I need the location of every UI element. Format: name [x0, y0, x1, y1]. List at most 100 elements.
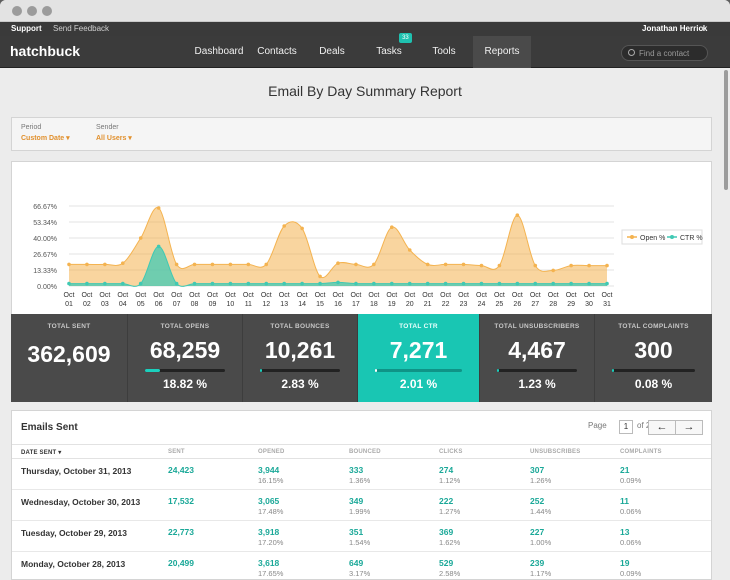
stat-total-opens[interactable]: TOTAL OPENS 68,259 18.82 % — [128, 314, 243, 402]
clicks-percent: 2.58% — [439, 569, 461, 578]
search-input[interactable]: Find a contact — [639, 49, 690, 58]
col-date-sent[interactable]: DATE SENT ▾ — [21, 450, 62, 456]
x-tick-month: Oct — [189, 292, 200, 299]
nav-tools[interactable]: Tools — [432, 46, 456, 57]
col-sent[interactable]: SENT — [168, 449, 185, 455]
x-tick-month: Oct — [171, 292, 182, 299]
sender-label: Sender — [96, 124, 119, 131]
complaints-value: 13 — [620, 527, 630, 537]
page-label: Page — [588, 421, 607, 430]
send-feedback-link[interactable]: Send Feedback — [53, 24, 110, 33]
next-page-button[interactable]: → — [675, 420, 703, 435]
table-row[interactable]: Tuesday, October 29, 2013 22,773 3,918 17… — [12, 521, 711, 552]
y-tick-label: 40.00% — [33, 236, 57, 243]
filter-bar: Period Custom Date ▾ Sender All Users ▾ — [11, 117, 712, 151]
x-tick-month: Oct — [476, 292, 487, 299]
x-tick-day: 11 — [245, 301, 252, 308]
x-tick-month: Oct — [440, 292, 451, 299]
table-row[interactable]: Thursday, October 31, 2013 24,423 3,944 1… — [12, 459, 711, 490]
user-menu[interactable]: Jonathan Herrick — [642, 24, 708, 33]
user-caret-icon[interactable]: ▾ — [701, 24, 706, 33]
clicks-percent: 1.27% — [439, 507, 461, 516]
clicks-cell: 369 1.62% — [439, 527, 460, 547]
data-point — [443, 281, 448, 286]
data-point — [533, 281, 538, 286]
data-point — [425, 262, 430, 267]
close-window-button[interactable] — [12, 6, 22, 16]
x-tick-month: Oct — [530, 292, 541, 299]
col-complaints[interactable]: COMPLAINTS — [620, 449, 662, 455]
stat-progress-bar — [145, 369, 225, 372]
stat-total-ctr[interactable]: TOTAL CTR 7,271 2.01 % — [358, 314, 480, 402]
period-dropdown[interactable]: Custom Date ▾ — [21, 135, 70, 142]
nav-dashboard[interactable]: Dashboard — [194, 46, 244, 57]
sent-cell: 24,423 — [168, 465, 194, 475]
sender-dropdown[interactable]: All Users ▾ — [96, 135, 132, 142]
clicks-value: 369 — [439, 527, 454, 537]
period-filter[interactable]: Period Custom Date ▾ — [21, 124, 70, 142]
stat-total-complaints[interactable]: TOTAL COMPLAINTS 300 0.08 % — [595, 314, 712, 402]
stat-progress-bar — [375, 369, 462, 372]
stat-progress-fill — [612, 369, 614, 372]
stat-value: 7,271 — [389, 337, 448, 363]
data-point — [605, 263, 609, 268]
y-tick-label: 0.00% — [37, 284, 57, 291]
col-clicks[interactable]: CLICKS — [439, 449, 463, 455]
sent-cell: 22,773 — [168, 527, 194, 537]
tasks-count-badge: 33 — [399, 33, 412, 43]
emails-sent-title: Emails Sent — [21, 422, 78, 433]
data-point — [497, 281, 502, 286]
legend-marker — [670, 235, 674, 239]
stat-progress-bar — [497, 369, 577, 372]
page-scrollbar[interactable] — [724, 70, 728, 190]
x-tick-month: Oct — [512, 292, 523, 299]
stat-progress-bar — [260, 369, 340, 372]
x-tick-day: 23 — [460, 301, 468, 308]
x-tick-day: 16 — [334, 301, 342, 308]
nav-reports[interactable]: Reports — [473, 36, 531, 68]
support-link[interactable]: Support — [11, 24, 42, 33]
zoom-window-button[interactable] — [42, 6, 52, 16]
minimize-window-button[interactable] — [27, 6, 37, 16]
opened-cell: 3,065 17.48% — [258, 496, 283, 516]
sender-filter[interactable]: Sender All Users ▾ — [96, 124, 132, 142]
bounced-percent: 1.36% — [349, 476, 371, 485]
page-number-input[interactable]: 1 — [619, 420, 633, 434]
clicks-value: 274 — [439, 465, 454, 475]
data-point — [138, 236, 143, 240]
prev-page-button[interactable]: ← — [648, 420, 676, 435]
nav-contacts[interactable]: Contacts — [257, 46, 297, 57]
col-unsubscribes[interactable]: UNSUBSCRIBES — [530, 449, 581, 455]
stat-label: TOTAL UNSUBSCRIBERS — [494, 323, 580, 330]
complaints-percent: 0.09% — [620, 476, 642, 485]
opened-percent: 17.20% — [258, 538, 284, 547]
y-tick-label: 26.67% — [33, 252, 57, 259]
x-tick-day: 02 — [83, 301, 91, 308]
table-row[interactable]: Wednesday, October 30, 2013 17,532 3,065… — [12, 490, 711, 521]
title-bar — [0, 0, 730, 22]
data-point — [156, 244, 161, 249]
opened-percent: 16.15% — [258, 476, 284, 485]
stat-total-unsubscribers[interactable]: TOTAL UNSUBSCRIBERS 4,467 1.23 % — [480, 314, 595, 402]
stat-value: 4,467 — [508, 337, 566, 363]
data-point — [138, 281, 143, 286]
data-point — [587, 263, 591, 268]
bounced-percent: 3.17% — [349, 569, 371, 578]
brand-logo[interactable]: hatchbuck — [10, 43, 81, 59]
col-opened[interactable]: OPENED — [258, 449, 285, 455]
data-point — [264, 281, 269, 286]
data-point — [192, 281, 197, 286]
stat-total-sent[interactable]: TOTAL SENT 362,609 — [11, 314, 128, 402]
x-tick-month: Oct — [404, 292, 415, 299]
complaints-cell: 19 0.09% — [620, 558, 641, 578]
data-point — [390, 225, 394, 229]
nav-tasks[interactable]: Tasks 33 — [363, 33, 415, 68]
col-bounced[interactable]: BOUNCED — [349, 449, 381, 455]
nav-deals[interactable]: Deals — [319, 46, 345, 57]
contact-search[interactable]: Find a contact — [621, 45, 708, 61]
stat-progress-fill — [375, 369, 377, 372]
complaints-cell: 21 0.09% — [620, 465, 641, 485]
table-row[interactable]: Monday, October 28, 2013 20,499 3,618 17.… — [12, 552, 711, 580]
y-tick-label: 66.67% — [33, 204, 57, 211]
stat-total-bounces[interactable]: TOTAL BOUNCES 10,261 2.83 % — [243, 314, 358, 402]
